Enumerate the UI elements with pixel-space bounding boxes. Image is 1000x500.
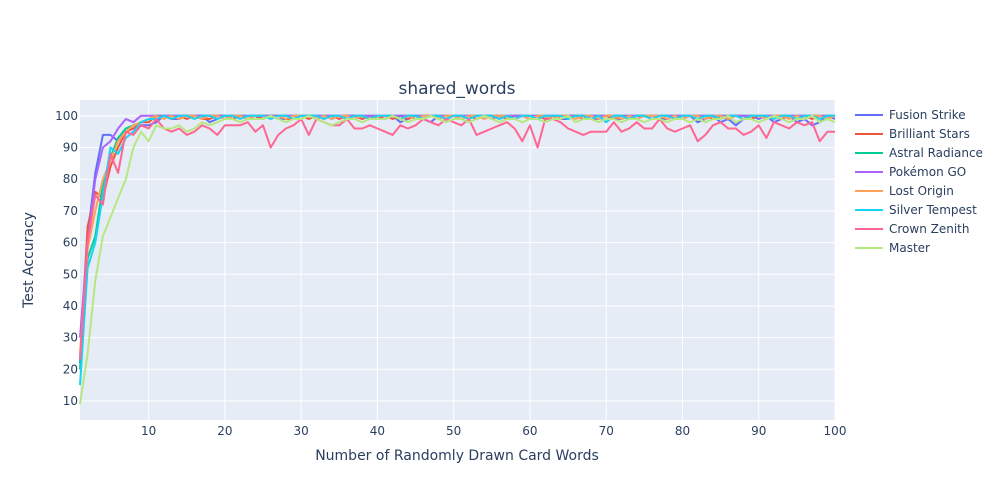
x-tick-label: 70 <box>599 424 614 438</box>
x-tick-label: 10 <box>141 424 156 438</box>
y-tick-label: 60 <box>63 236 78 250</box>
x-tick-label: 30 <box>294 424 309 438</box>
legend-item-lost-origin[interactable]: Lost Origin <box>855 184 954 198</box>
legend-item-silver-tempest[interactable]: Silver Tempest <box>855 203 977 217</box>
legend-item-master[interactable]: Master <box>855 241 930 255</box>
x-tick-label: 20 <box>217 424 232 438</box>
y-tick-label: 40 <box>63 299 78 313</box>
x-axis-title: Number of Randomly Drawn Card Words <box>315 448 599 464</box>
x-tick-label: 60 <box>522 424 537 438</box>
legend-label: Fusion Strike <box>889 108 966 122</box>
series-line-silver-tempest <box>79 114 835 386</box>
y-tick-label: 100 <box>55 109 78 123</box>
tick-labels: 10 20 30 40 50 60 70 80 90 100 10 20 30 40 50 60 70 80 90 1… <box>55 109 846 438</box>
x-tick-label: 50 <box>446 424 461 438</box>
y-tick-label: 10 <box>63 394 78 408</box>
legend[interactable]: Fusion Strike Brilliant Stars Astral Radia… <box>855 108 983 255</box>
series-line-lost-origin <box>79 114 836 354</box>
legend-label: Silver Tempest <box>889 203 977 217</box>
x-tick-label: 90 <box>751 424 766 438</box>
series-line-master <box>79 114 836 405</box>
legend-item-fusion-strike[interactable]: Fusion Strike <box>855 108 966 122</box>
y-tick-label: 20 <box>63 362 78 376</box>
legend-item-astral-radiance[interactable]: Astral Radiance <box>855 146 983 160</box>
series-lines <box>79 114 836 405</box>
y-tick-label: 70 <box>63 204 78 218</box>
chart-title: shared_words <box>398 79 515 99</box>
legend-label: Pokémon GO <box>889 165 966 179</box>
x-tick-label: 40 <box>370 424 385 438</box>
y-tick-label: 30 <box>63 331 78 345</box>
y-tick-label: 50 <box>63 267 78 281</box>
legend-item-crown-zenith[interactable]: Crown Zenith <box>855 222 969 236</box>
y-tick-label: 90 <box>63 141 78 155</box>
legend-item-pokemon-go[interactable]: Pokémon GO <box>855 165 966 179</box>
legend-label: Brilliant Stars <box>889 127 970 141</box>
y-axis-title: Test Accuracy <box>21 212 37 309</box>
legend-label: Astral Radiance <box>889 146 983 160</box>
series-line-crown-zenith <box>79 118 835 360</box>
legend-item-brilliant-stars[interactable]: Brilliant Stars <box>855 127 970 141</box>
legend-label: Lost Origin <box>889 184 954 198</box>
y-tick-label: 80 <box>63 172 78 186</box>
x-tick-label: 100 <box>824 424 847 438</box>
x-tick-label: 80 <box>675 424 690 438</box>
legend-label: Master <box>889 241 930 255</box>
legend-label: Crown Zenith <box>889 222 969 236</box>
plot-background <box>80 100 835 420</box>
